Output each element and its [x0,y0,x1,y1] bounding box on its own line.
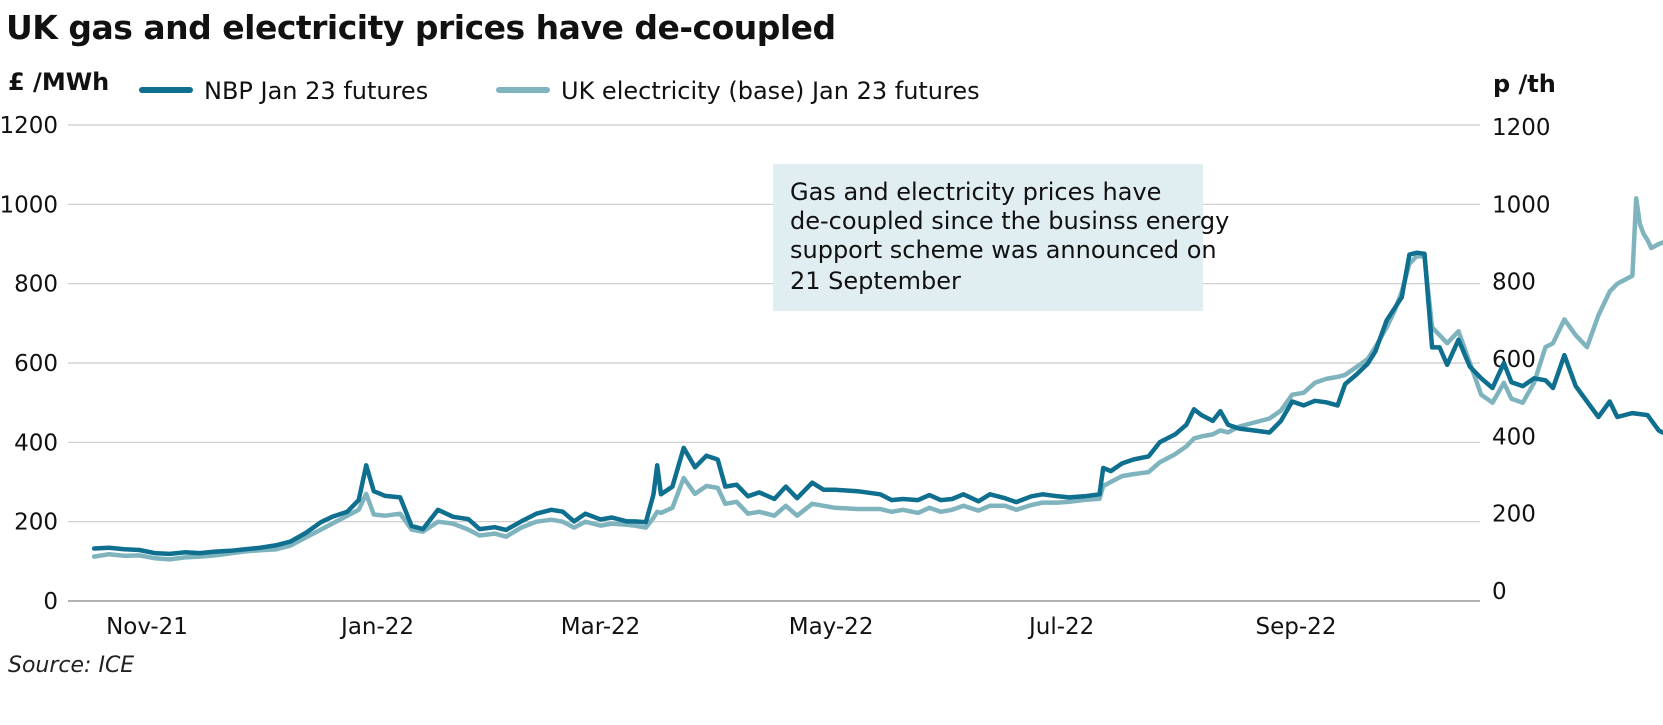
source-note: Source: ICE [8,653,134,678]
right-axis-ticks: 0 200 400 600 800 1000 1200 [1492,115,1551,605]
right-tick-label: 600 [1492,347,1536,373]
left-tick-label: 1000 [0,192,58,218]
x-tick-label: Jan-22 [339,614,414,640]
annotation-line: de-coupled since the businss energy [790,207,1229,235]
legend-label-nbp: NBP Jan 23 futures [204,77,428,105]
legend-label-electricity: UK electricity (base) Jan 23 futures [561,77,980,105]
left-tick-label: 0 [43,589,58,615]
x-tick-label: Nov-21 [106,614,188,640]
right-tick-label: 800 [1492,270,1536,296]
x-axis-ticks: Nov-21 Jan-22 Mar-22 May-22 Jul-22 Sep-22 [106,614,1336,640]
left-axis-unit: £ /MWh [8,68,109,96]
right-tick-label: 1000 [1492,192,1551,218]
annotation-line: 21 September [790,267,961,295]
x-tick-label: May-22 [789,614,874,640]
left-tick-label: 400 [14,430,58,456]
x-tick-label: Jul-22 [1027,614,1094,640]
right-axis-unit: p /th [1493,70,1556,98]
right-tick-label: 1200 [1492,115,1551,141]
right-tick-label: 200 [1492,502,1536,528]
annotation-background [773,164,1203,311]
right-tick-label: 400 [1492,424,1536,450]
legend: NBP Jan 23 futures UK electricity (base)… [139,77,980,105]
left-tick-label: 1200 [0,113,58,139]
annotation-line: support scheme was announced on [790,236,1217,264]
left-tick-label: 800 [14,272,58,298]
x-tick-label: Sep-22 [1256,614,1337,640]
chart-title: UK gas and electricity prices have de-co… [6,8,836,47]
annotation-line: Gas and electricity prices have [790,178,1161,206]
left-axis-ticks: 0 200 400 600 800 1000 1200 [0,113,58,615]
right-tick-label: 0 [1492,579,1507,605]
left-tick-label: 200 [14,510,58,536]
annotation-box: Gas and electricity prices have de-coupl… [773,164,1229,311]
series-line-nbp [91,250,1663,557]
series-layer [91,196,1663,562]
x-tick-label: Mar-22 [561,614,641,640]
left-tick-label: 600 [14,351,58,377]
